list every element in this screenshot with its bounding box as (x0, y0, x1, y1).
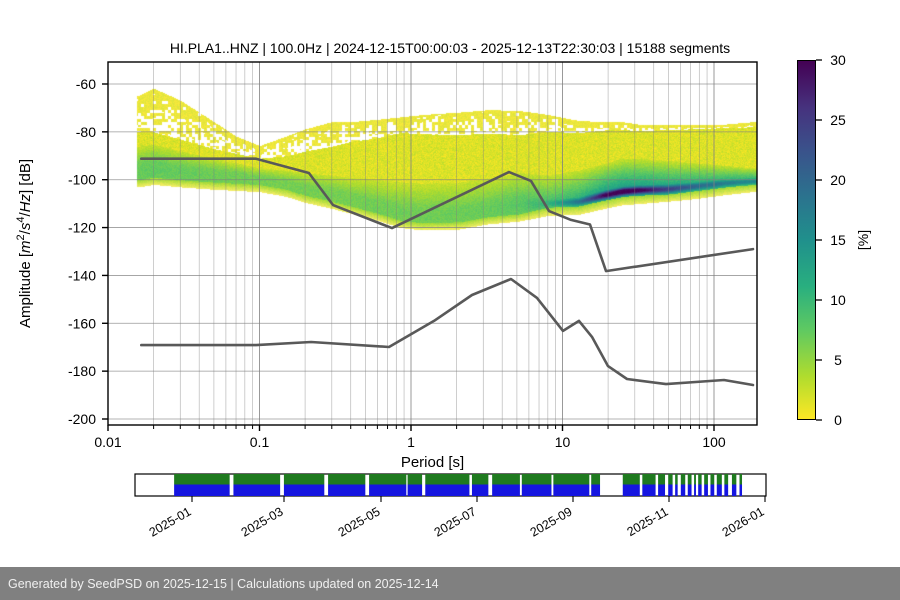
svg-text:1: 1 (407, 434, 415, 450)
svg-text:5: 5 (834, 352, 842, 368)
svg-text:2025-07: 2025-07 (432, 504, 479, 539)
svg-text:-80: -80 (76, 124, 96, 140)
svg-text:-120: -120 (68, 220, 96, 236)
svg-text:0.1: 0.1 (250, 434, 270, 450)
svg-text:-200: -200 (68, 411, 96, 427)
svg-text:25: 25 (830, 112, 846, 128)
svg-text:0: 0 (834, 412, 842, 428)
svg-text:-60: -60 (76, 76, 96, 92)
svg-text:20: 20 (830, 172, 846, 188)
svg-text:2025-01: 2025-01 (147, 504, 194, 539)
svg-text:-180: -180 (68, 363, 96, 379)
svg-text:15: 15 (830, 232, 846, 248)
svg-text:2025-09: 2025-09 (528, 504, 575, 539)
svg-text:-100: -100 (68, 172, 96, 188)
svg-text:10: 10 (555, 434, 571, 450)
svg-text:100: 100 (702, 434, 726, 450)
svg-text:-140: -140 (68, 267, 96, 283)
svg-text:2025-11: 2025-11 (625, 504, 671, 539)
svg-text:2025-03: 2025-03 (239, 504, 286, 539)
svg-text:2026-01: 2026-01 (720, 504, 767, 539)
svg-text:0.01: 0.01 (94, 434, 121, 450)
svg-text:30: 30 (830, 52, 846, 68)
svg-text:Amplitude [m2/s4/Hz] [dB]: Amplitude [m2/s4/Hz] [dB] (15, 159, 34, 328)
svg-text:Period [s]: Period [s] (401, 454, 464, 471)
svg-text:2025-05: 2025-05 (336, 504, 383, 539)
svg-text:10: 10 (830, 292, 846, 308)
svg-text:-160: -160 (68, 315, 96, 331)
svg-text:[%]: [%] (855, 230, 871, 250)
